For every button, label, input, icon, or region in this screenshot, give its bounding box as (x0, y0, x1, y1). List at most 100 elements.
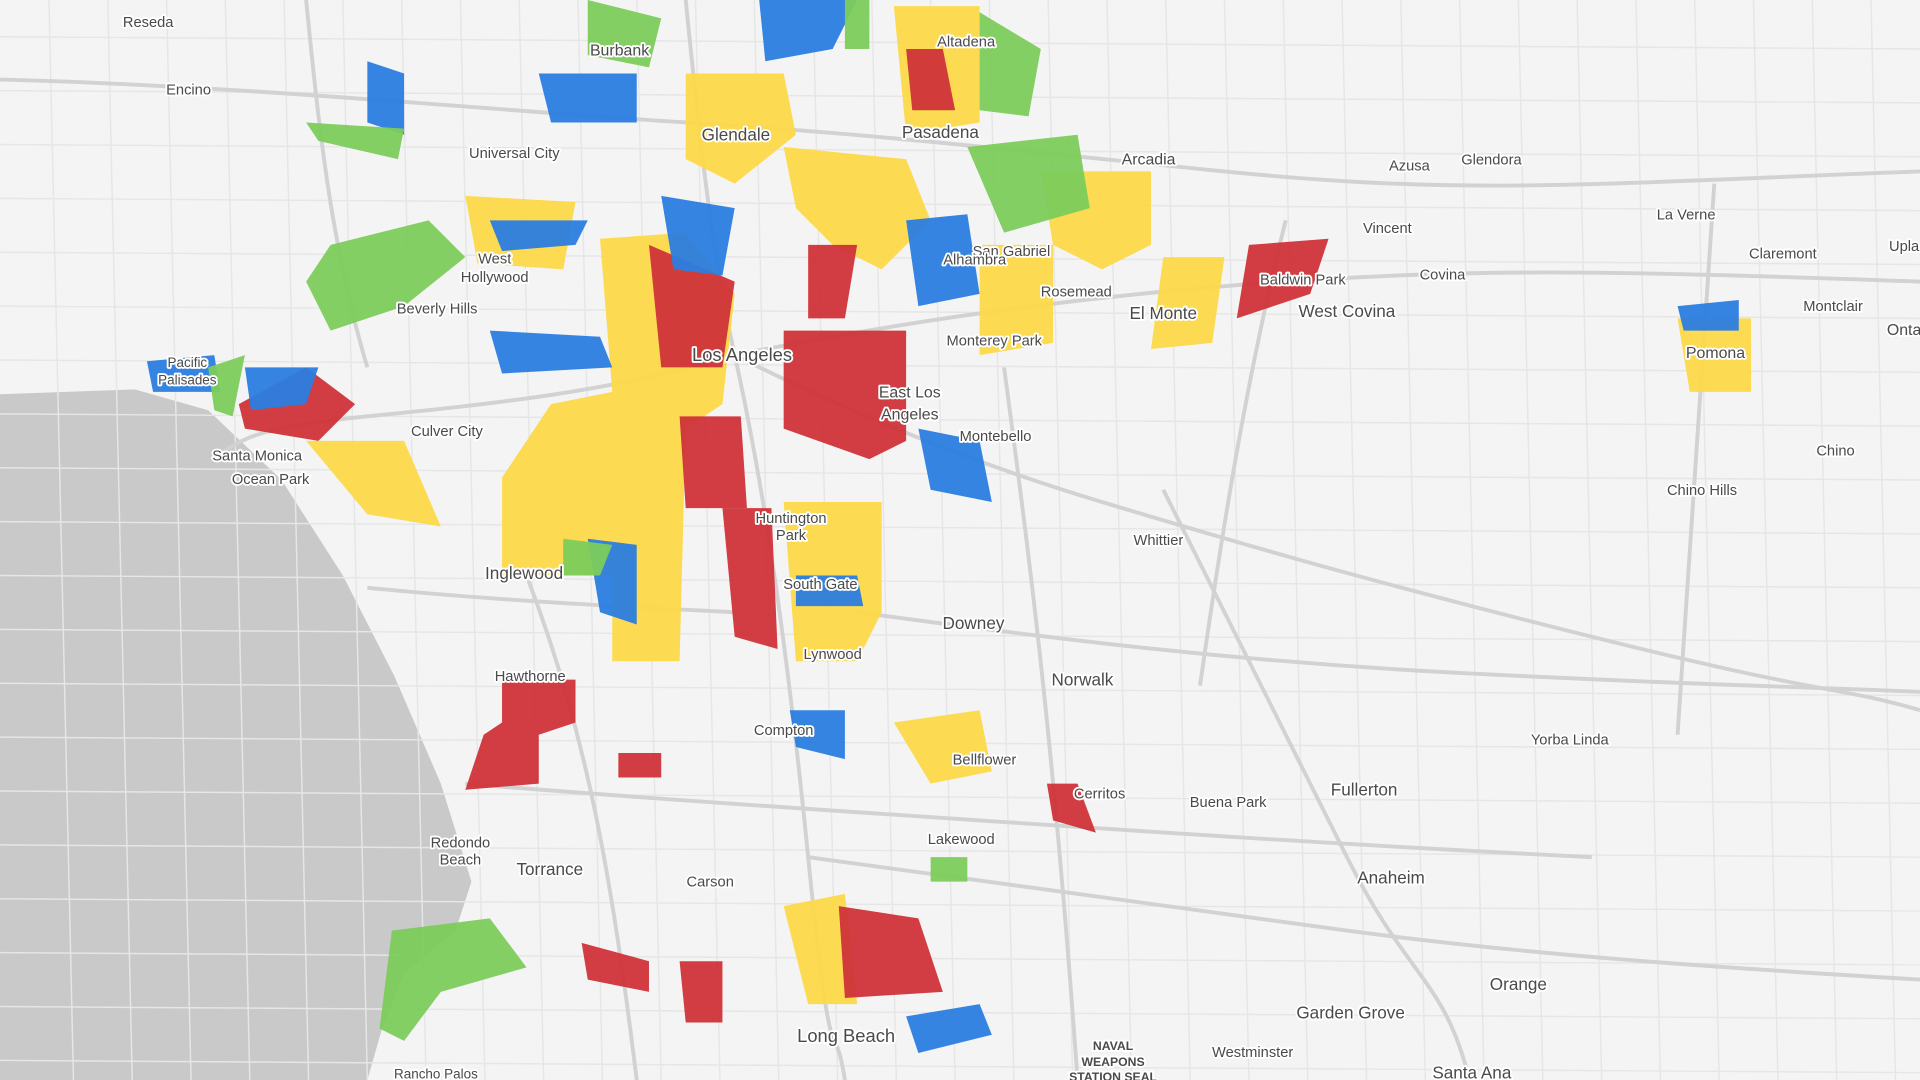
place-label: Compton (754, 723, 814, 739)
highway (683, 0, 847, 1080)
zone (146, 355, 221, 392)
zone (789, 710, 845, 760)
minor-road (0, 143, 1920, 158)
place-label: Rosemead (1041, 285, 1112, 301)
minor-road (0, 1059, 1920, 1074)
zone (1236, 238, 1329, 319)
place-label: West (478, 251, 511, 267)
zone (759, 0, 858, 62)
place-label: Norwalk (1052, 669, 1114, 689)
zone (1151, 257, 1225, 349)
zone (306, 122, 405, 160)
zone (783, 893, 858, 1005)
place-label: Arcadia (1122, 152, 1176, 169)
zone (618, 753, 662, 778)
zone (465, 679, 576, 790)
place-label: South Gate (783, 577, 857, 593)
zone (795, 575, 864, 607)
minor-road (1400, 0, 1427, 1080)
zone (489, 220, 588, 252)
zone (808, 244, 858, 319)
minor-road (929, 0, 956, 1080)
zone (244, 367, 319, 411)
place-label: Fullerton (1331, 780, 1398, 800)
minor-road (0, 359, 1920, 373)
place-label: Beach (440, 853, 482, 869)
place-label: Long Beach (797, 1025, 895, 1046)
place-label: Beverly Hills (397, 302, 478, 318)
ocean (0, 389, 472, 1080)
highway (856, 610, 1920, 694)
zone (1046, 783, 1096, 833)
place-label: Azusa (1389, 158, 1431, 174)
zone (1677, 300, 1739, 331)
place-label: Glendora (1461, 152, 1522, 168)
place-label: Altadena (937, 35, 996, 51)
place-label: Lynwood (804, 647, 862, 663)
place-label: Chino Hills (1667, 483, 1737, 499)
highway (1161, 488, 1472, 1080)
highway (1002, 367, 1080, 1080)
zone (306, 440, 441, 527)
place-label: Garden Grove (1296, 1002, 1405, 1022)
zone (722, 508, 778, 649)
place-label: Yorba Linda (1531, 733, 1610, 749)
place-label: Huntington (755, 511, 826, 527)
place-label: Bellflower (953, 752, 1017, 768)
zone (648, 244, 735, 368)
zone (538, 73, 637, 123)
zone (906, 1004, 992, 1054)
minor-road (1576, 0, 1603, 1080)
place-label: Upla (1889, 239, 1920, 255)
place-label: Rancho Palos (394, 1067, 478, 1080)
place-label: Vincent (1363, 221, 1412, 237)
zone (838, 906, 943, 998)
place-label: Hawthorne (495, 669, 566, 685)
zone (844, 0, 870, 49)
highway (367, 585, 735, 615)
place-label: Santa Monica (212, 449, 303, 465)
zone (893, 710, 992, 784)
zone (979, 12, 1041, 117)
place-label: Glendale (702, 124, 771, 144)
place-label: Anaheim (1357, 868, 1425, 888)
place-label: Inglewood (485, 563, 563, 583)
place-label: Chino (1816, 444, 1854, 460)
place-label: Pomona (1686, 345, 1745, 362)
place-label: Burbank (590, 43, 649, 60)
zones (146, 0, 1752, 1054)
minor-road (0, 951, 1920, 966)
place-label: Montebello (960, 429, 1032, 445)
zone (661, 195, 735, 276)
zone (563, 538, 613, 576)
place-label: Santa Ana (1432, 1062, 1512, 1080)
place-label: Claremont (1749, 247, 1817, 263)
minor-road (694, 0, 721, 1080)
highway (524, 574, 639, 1080)
zone (679, 416, 747, 509)
minor-road (0, 682, 1920, 697)
place-label: WEAPONS (1081, 1055, 1144, 1069)
place-label: Pacific (168, 355, 208, 370)
zone (581, 942, 649, 992)
zone (489, 330, 613, 374)
minor-road (1458, 0, 1485, 1080)
place-label: NAVAL (1093, 1039, 1134, 1053)
minor-road (0, 574, 1920, 589)
minor-road (0, 790, 1920, 804)
place-label: Park (776, 528, 807, 544)
place-label: Hollywood (461, 270, 529, 286)
place-label: Downey (943, 613, 1005, 633)
zone (783, 330, 907, 460)
zone (906, 214, 980, 307)
highway (1675, 183, 1717, 735)
highway (807, 855, 1920, 982)
minor-road (0, 898, 1920, 912)
place-label: San Gabriel (973, 244, 1051, 260)
minor-road (0, 844, 1920, 858)
minor-road (400, 0, 427, 1080)
place-label: East Los (879, 384, 941, 401)
minor-road (342, 0, 369, 1080)
place-label: Culver City (411, 424, 483, 440)
zone (379, 918, 527, 1041)
